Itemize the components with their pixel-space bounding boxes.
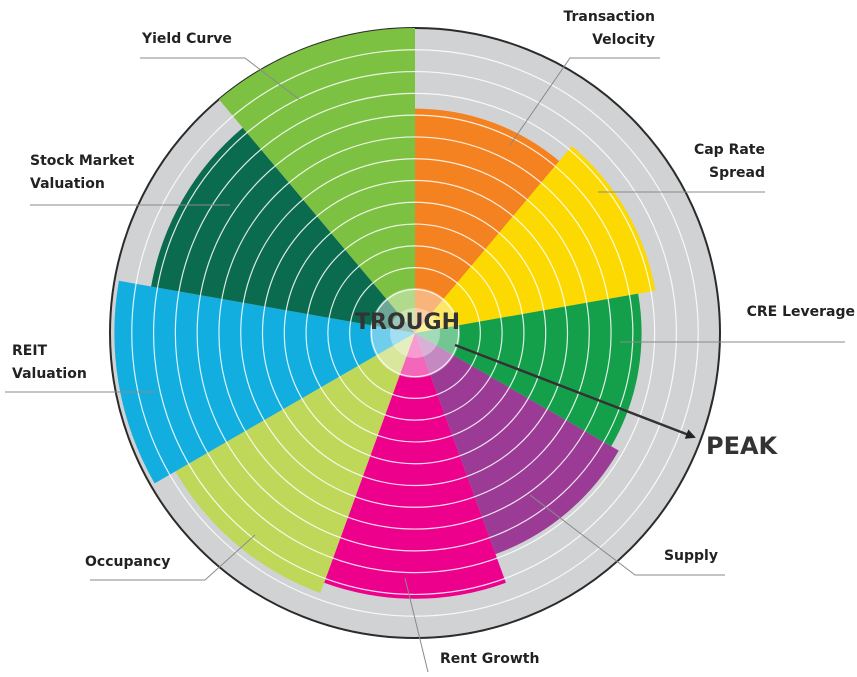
grid-ring [349, 267, 481, 399]
category-label: Occupancy [85, 554, 171, 570]
category-label: CRE Leverage [746, 304, 855, 320]
category-label: REIT Valuation [12, 343, 87, 382]
grid-ring [327, 245, 503, 421]
center-hole-inner [390, 308, 440, 358]
center-label: TROUGH [355, 310, 460, 335]
grid-ring [305, 223, 525, 443]
category-label: Stock Market Valuation [30, 153, 135, 192]
center-hole [370, 288, 460, 378]
category-label: Rent Growth [440, 651, 540, 667]
category-label: Transaction Velocity [563, 9, 656, 48]
leader-line [509, 57, 660, 146]
category-label: Yield Curve [142, 31, 232, 47]
grid-ring [152, 70, 678, 596]
category-label: Supply [663, 548, 718, 564]
leader-line [404, 577, 429, 673]
grid-ring [261, 179, 569, 487]
sector [324, 333, 506, 599]
leader-line [90, 534, 256, 581]
sector [114, 280, 416, 484]
sector [151, 127, 415, 333]
sector [218, 28, 415, 333]
sector [415, 108, 560, 333]
grid-ring [218, 136, 612, 530]
grid-ring [196, 114, 634, 552]
leader-line [140, 57, 301, 101]
grid-ring [283, 201, 547, 465]
leader-line [529, 494, 725, 576]
sector [415, 333, 619, 555]
category-label: Cap Rate Spread [693, 142, 765, 181]
grid-ring [174, 92, 656, 574]
sector [175, 333, 415, 593]
peak-label: PEAK [706, 432, 778, 460]
sector [415, 293, 642, 447]
grid-ring [131, 49, 699, 617]
grid-ring [240, 158, 590, 508]
arrow [454, 343, 696, 439]
grid-ring [370, 288, 460, 378]
